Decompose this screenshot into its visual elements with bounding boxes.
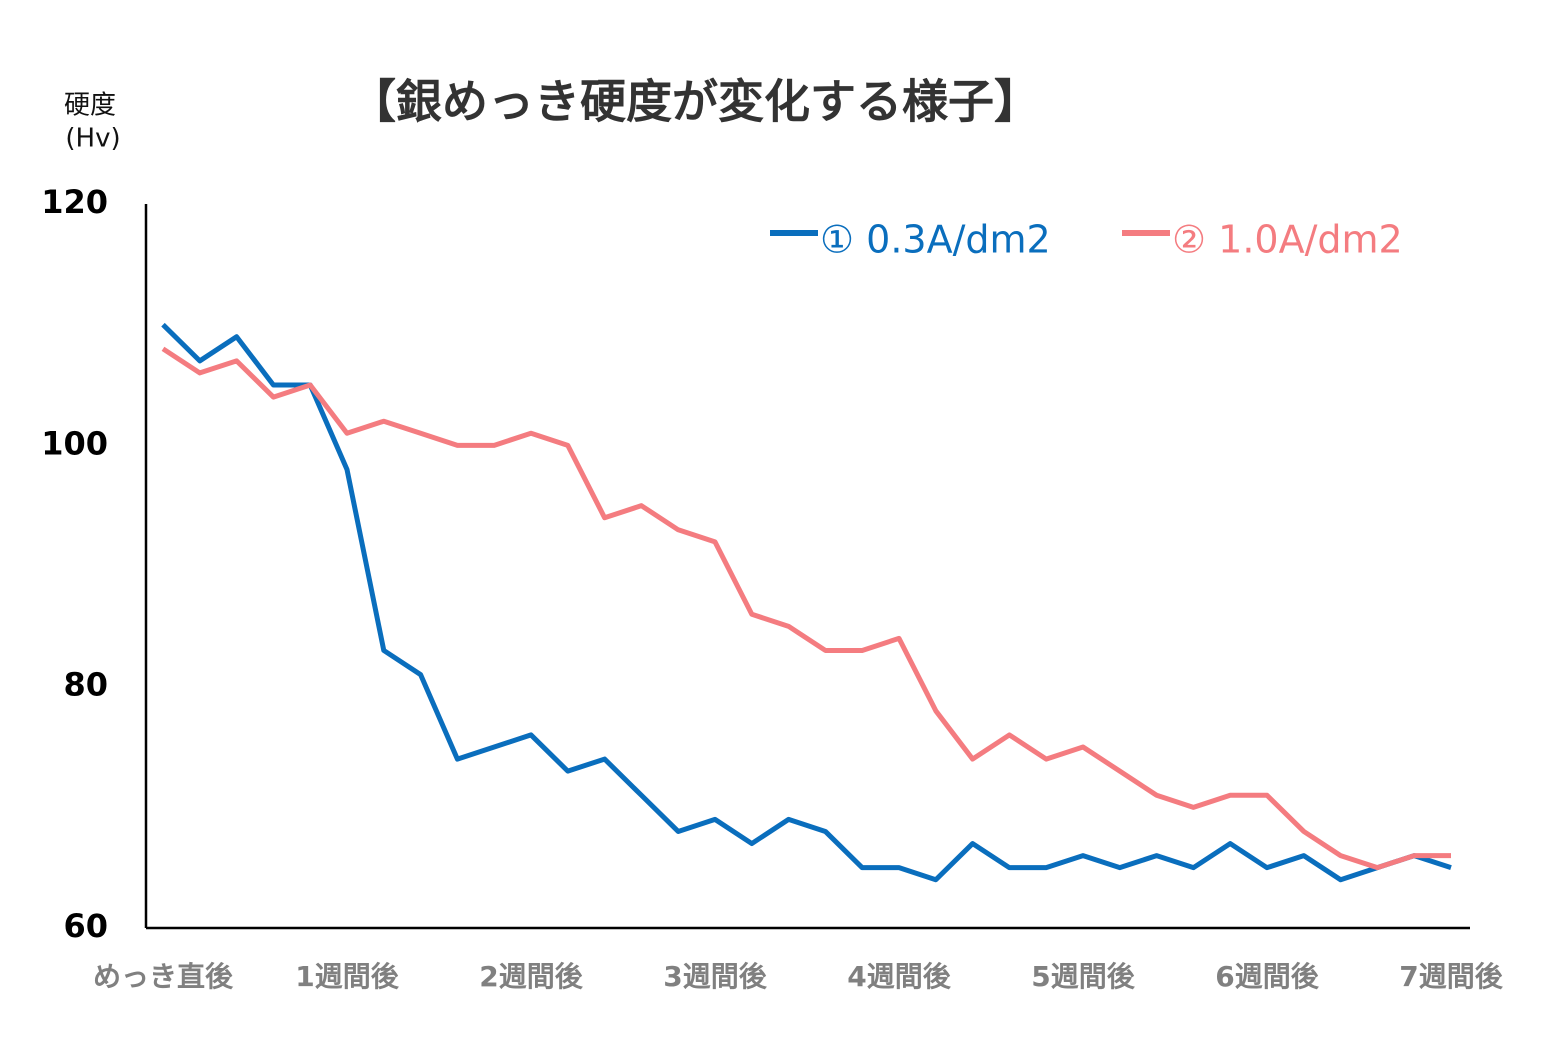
- series-line: [161, 322, 1452, 883]
- x-tick-label: 2週間後: [479, 960, 583, 993]
- x-tick-label: 4週間後: [847, 960, 951, 993]
- y-tick-label: 60: [63, 907, 108, 945]
- y-tick-label: 120: [41, 183, 108, 221]
- x-tick-label: 3週間後: [663, 960, 767, 993]
- x-tick-label: 1週間後: [295, 960, 399, 993]
- x-tick-label: 7週間後: [1399, 960, 1503, 993]
- y-tick-label: 100: [41, 424, 108, 462]
- legend-label: ② 1.0A/dm2: [1172, 218, 1403, 262]
- chart-title: 【銀めっき硬度が変化する様子】: [350, 75, 1040, 129]
- x-tick-label: 5週間後: [1031, 960, 1135, 993]
- x-tick-label: めっき直後: [93, 960, 234, 993]
- y-axis-label: 硬度: [64, 91, 116, 121]
- y-axis-label: (Hv): [65, 124, 120, 154]
- y-tick-label: 80: [63, 666, 108, 704]
- x-tick-label: 6週間後: [1215, 960, 1319, 993]
- series-line: [161, 346, 1451, 871]
- legend-label: ① 0.3A/dm2: [820, 218, 1051, 262]
